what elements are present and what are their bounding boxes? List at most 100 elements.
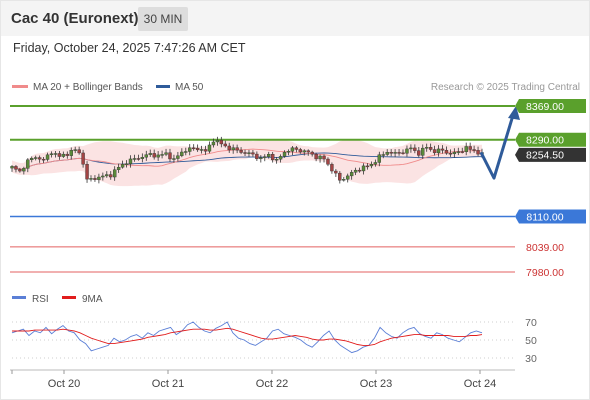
level-label: 8254.50 xyxy=(526,150,564,162)
x-tick-label: Oct 22 xyxy=(256,378,288,390)
level-tag-bg xyxy=(515,99,586,113)
candle-body xyxy=(425,147,429,149)
candle-body xyxy=(326,158,330,165)
candle-body xyxy=(330,164,334,172)
x-tick-label: Oct 23 xyxy=(360,378,392,390)
candles xyxy=(10,136,484,184)
candle-body xyxy=(164,152,168,155)
level-tag-bg xyxy=(515,132,586,147)
candle-body xyxy=(156,154,160,158)
candle-body xyxy=(45,154,50,160)
bollinger-band xyxy=(12,139,482,187)
candle-body xyxy=(464,146,468,153)
candle-body xyxy=(37,157,42,160)
moving-averages xyxy=(11,148,483,170)
candle-body xyxy=(85,164,89,180)
candle-body xyxy=(452,151,457,155)
candle-body xyxy=(132,158,137,160)
candle-body xyxy=(215,140,220,143)
candle-body xyxy=(401,152,405,154)
candle-body xyxy=(338,172,342,181)
candle-body xyxy=(306,150,310,153)
x-axis: Oct 20 Oct 21 Oct 22 Oct 23 Oct 24 xyxy=(11,370,496,390)
level-label: 8039.00 xyxy=(526,242,564,254)
candle-body xyxy=(460,151,464,153)
candle-body xyxy=(191,147,196,150)
candle-body xyxy=(18,169,22,172)
candle-body xyxy=(381,154,385,156)
candle-body xyxy=(476,150,480,155)
rsi-line xyxy=(11,321,483,354)
candle-body xyxy=(365,165,370,168)
candle-body xyxy=(397,152,401,154)
candle-body xyxy=(61,153,66,157)
candle-body xyxy=(227,145,231,151)
level-label: 8290.00 xyxy=(526,135,564,147)
date-text: Friday, October 24, 2025 7:47:26 AM CET xyxy=(13,41,246,55)
candle-body xyxy=(120,164,125,168)
level-tag-resistance: 8290.00 xyxy=(515,132,586,147)
candle-body xyxy=(322,155,326,160)
candle-body xyxy=(116,167,121,170)
candle-body xyxy=(318,155,322,160)
candle-body xyxy=(444,150,449,154)
candle-body xyxy=(160,154,164,156)
x-tick-label: Oct 20 xyxy=(48,378,80,390)
candle-body xyxy=(109,174,113,178)
level-tag-last_price: 8254.50 xyxy=(515,147,586,162)
ma20-line xyxy=(11,148,483,170)
chart-header xyxy=(0,0,590,36)
candle-body xyxy=(112,169,117,178)
candle-body xyxy=(349,172,354,177)
level-lines xyxy=(10,105,515,273)
candle-body xyxy=(353,169,358,173)
ma20-legend-swatch xyxy=(12,85,28,88)
candle-body xyxy=(251,152,255,155)
candle-body xyxy=(172,158,176,160)
rsi-panel: 70 50 30 xyxy=(11,317,537,365)
bollinger-band-fill xyxy=(12,139,482,187)
candle-body xyxy=(294,147,299,150)
timeframe-badge[interactable]: 30 MIN xyxy=(138,7,188,31)
candle-body xyxy=(290,147,295,152)
candle-body xyxy=(314,153,318,160)
rsi-legend-swatch xyxy=(12,296,26,299)
candle-body xyxy=(389,152,393,154)
candle-body xyxy=(440,148,445,151)
candle-body xyxy=(14,166,18,170)
chart-title: Cac 40 (Euronext) xyxy=(11,10,139,27)
candle-body xyxy=(302,150,306,153)
candle-body xyxy=(199,149,204,151)
candle-body xyxy=(89,178,93,180)
forecast-path xyxy=(479,111,516,180)
rsi-ma9-line xyxy=(12,327,483,346)
candle-body xyxy=(243,152,247,154)
candle-body xyxy=(105,174,109,177)
ma50-legend-swatch xyxy=(156,85,170,88)
candle-body xyxy=(176,155,180,159)
candle-body xyxy=(357,169,362,172)
candle-body xyxy=(421,147,425,156)
level-tag-resistance: 8369.00 xyxy=(515,99,586,113)
candle-body xyxy=(93,178,97,180)
candle-body xyxy=(373,162,378,165)
candle-body xyxy=(180,151,184,156)
candle-body xyxy=(73,149,77,151)
candle-body xyxy=(417,150,421,156)
candle-body xyxy=(413,147,417,151)
ma20-legend-label: MA 20 + Bollinger Bands xyxy=(33,82,143,93)
x-tick-label: Oct 24 xyxy=(464,378,496,390)
candle-body xyxy=(26,159,30,169)
candle-body xyxy=(207,144,212,152)
candle-body xyxy=(432,149,437,154)
candle-body xyxy=(22,168,26,172)
candle-body xyxy=(195,147,200,151)
candle-body xyxy=(259,157,263,160)
candle-body xyxy=(377,154,382,163)
candle-body xyxy=(282,151,287,157)
rsi-tick-label: 50 xyxy=(525,335,537,347)
ma50-legend-label: MA 50 xyxy=(175,82,204,93)
candle-body xyxy=(255,153,259,160)
candle-body xyxy=(409,147,413,150)
candle-body xyxy=(436,148,441,154)
